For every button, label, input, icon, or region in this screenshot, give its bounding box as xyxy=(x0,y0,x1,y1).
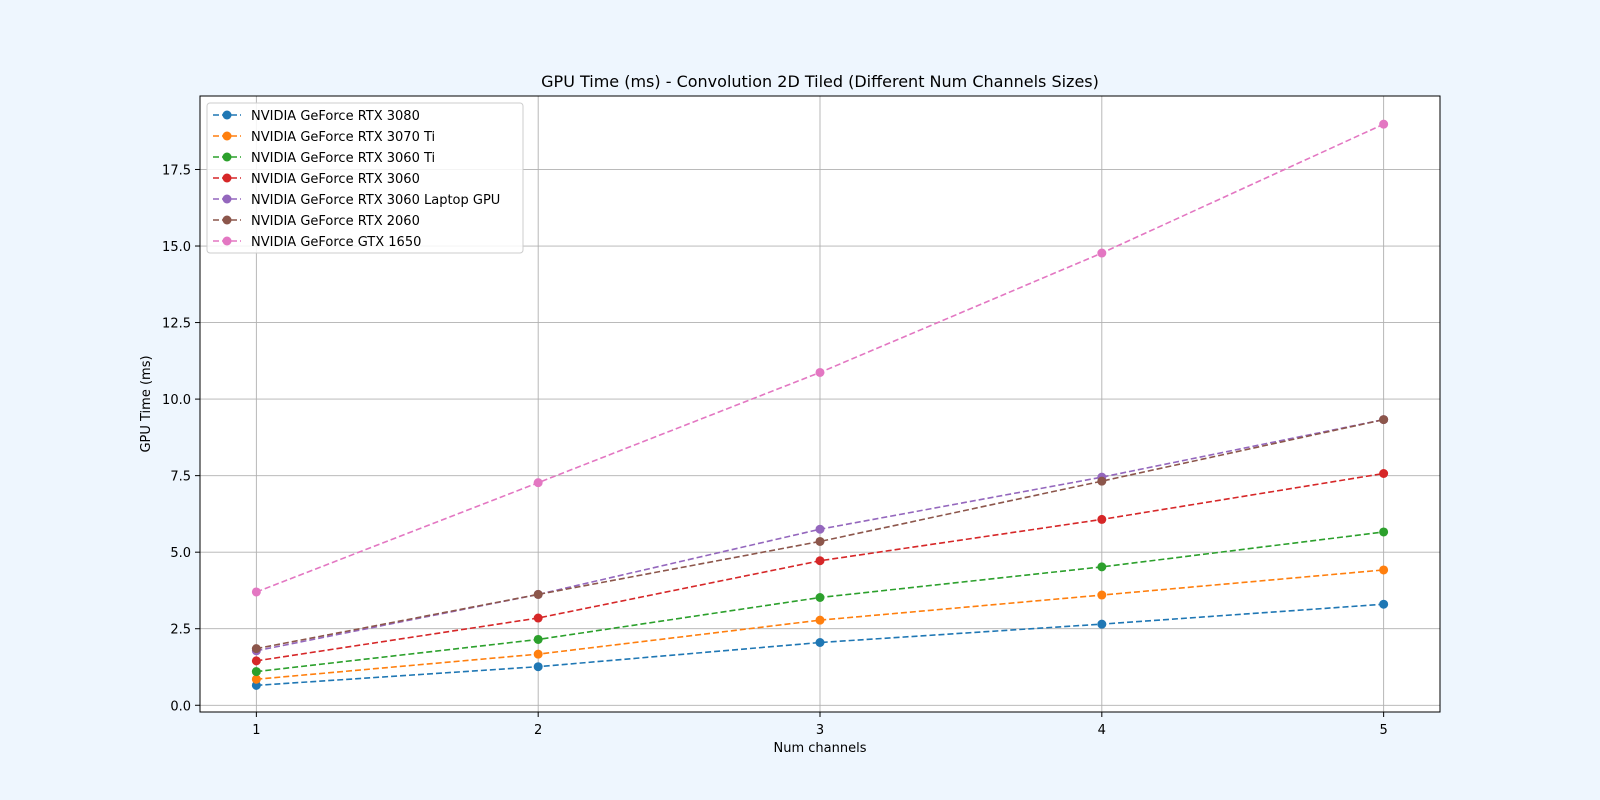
y-tick-label: 7.5 xyxy=(170,470,191,485)
legend-marker xyxy=(222,173,232,183)
data-point xyxy=(251,667,261,677)
data-point xyxy=(1097,562,1107,572)
y-tick-label: 12.5 xyxy=(162,317,191,332)
legend-marker xyxy=(222,152,232,162)
y-tick-label: 10.0 xyxy=(162,393,191,408)
data-point xyxy=(1379,415,1389,425)
x-axis-ticks: 1 2 3 4 5 xyxy=(252,712,1388,738)
legend-entry: NVIDIA GeForce GTX 1650 xyxy=(213,235,421,250)
x-tick-label: 5 xyxy=(1379,723,1387,738)
y-tick-label: 0.0 xyxy=(170,699,191,714)
series-line xyxy=(256,418,1384,650)
series-group xyxy=(251,415,1389,654)
y-tick-label: 5.0 xyxy=(170,546,191,561)
x-tick-label: 4 xyxy=(1098,723,1106,738)
series-group xyxy=(251,527,1389,677)
x-axis-label: Num channels xyxy=(774,741,867,756)
legend-label: NVIDIA GeForce RTX 3060 Ti xyxy=(251,151,435,166)
data-point xyxy=(1379,468,1389,478)
series-line xyxy=(256,603,1384,687)
data-point xyxy=(1097,619,1107,629)
data-point xyxy=(815,367,825,377)
x-tick-label: 3 xyxy=(816,723,824,738)
legend-label: NVIDIA GeForce RTX 2060 xyxy=(251,214,420,229)
legend-entry: NVIDIA GeForce RTX 3080 xyxy=(213,109,420,124)
legend-entry: NVIDIA GeForce RTX 2060 xyxy=(213,214,420,229)
data-point xyxy=(1097,590,1107,600)
x-tick-label: 1 xyxy=(252,723,260,738)
data-point xyxy=(1379,119,1389,129)
x-tick-label: 2 xyxy=(534,723,542,738)
legend-label: NVIDIA GeForce RTX 3060 xyxy=(251,172,420,187)
series-layer xyxy=(251,119,1389,690)
data-point xyxy=(533,613,543,623)
grid xyxy=(200,96,1440,712)
data-point xyxy=(533,589,543,599)
data-point xyxy=(1097,248,1107,258)
legend-label: NVIDIA GeForce GTX 1650 xyxy=(251,235,421,250)
data-point xyxy=(1097,476,1107,486)
data-point xyxy=(815,615,825,625)
legend-entry: NVIDIA GeForce RTX 3070 Ti xyxy=(213,130,435,145)
data-point xyxy=(533,662,543,672)
series-group xyxy=(251,468,1389,666)
y-tick-label: 15.0 xyxy=(162,240,191,255)
legend-marker xyxy=(222,131,232,141)
series-group xyxy=(251,599,1389,690)
legend-marker xyxy=(222,236,232,246)
data-point xyxy=(815,638,825,648)
y-tick-label: 2.5 xyxy=(170,623,191,638)
legend: NVIDIA GeForce RTX 3080 NVIDIA GeForce RT… xyxy=(206,102,524,254)
data-point xyxy=(815,536,825,546)
data-point xyxy=(251,644,261,654)
legend-marker xyxy=(222,110,232,120)
data-point xyxy=(533,634,543,644)
legend-label: NVIDIA GeForce RTX 3080 xyxy=(251,109,420,124)
y-axis-label: GPU Time (ms) xyxy=(139,355,154,452)
data-point xyxy=(533,649,543,659)
y-axis-ticks: 0.0 2.5 5.0 7.5 10.0 12.5 15.0 17.5 xyxy=(162,163,200,714)
data-point xyxy=(533,478,543,488)
series-group xyxy=(251,119,1389,597)
data-point xyxy=(1379,527,1389,537)
legend-box xyxy=(206,102,524,254)
chart-title: GPU Time (ms) - Convolution 2D Tiled (Di… xyxy=(541,72,1099,91)
data-point xyxy=(815,592,825,602)
series-group xyxy=(251,565,1389,684)
legend-label: NVIDIA GeForce RTX 3070 Ti xyxy=(251,130,435,145)
y-tick-label: 17.5 xyxy=(162,163,191,178)
data-point xyxy=(1379,565,1389,575)
legend-marker xyxy=(222,194,232,204)
data-point xyxy=(815,556,825,566)
data-point xyxy=(251,587,261,597)
data-point xyxy=(251,674,261,684)
legend-entry: NVIDIA GeForce RTX 3060 Ti xyxy=(213,151,435,166)
legend-marker xyxy=(222,215,232,225)
legend-label: NVIDIA GeForce RTX 3060 Laptop GPU xyxy=(251,193,500,208)
data-point xyxy=(815,524,825,534)
legend-entry: NVIDIA GeForce RTX 3060 xyxy=(213,172,420,187)
legend-entry: NVIDIA GeForce RTX 3060 Laptop GPU xyxy=(213,193,500,208)
data-point xyxy=(1379,599,1389,609)
data-point xyxy=(1097,514,1107,524)
data-point xyxy=(251,656,261,666)
